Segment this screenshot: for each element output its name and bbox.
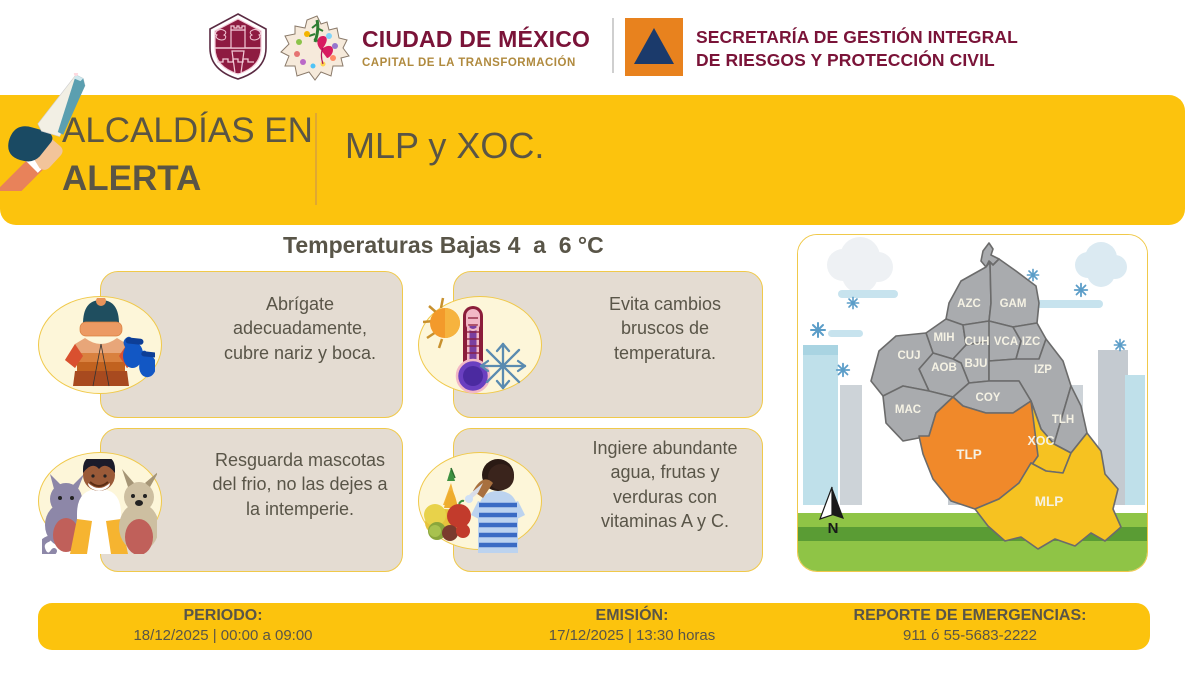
svg-text:TLP: TLP [956,447,982,462]
svg-text:IZC: IZC [1022,336,1041,348]
svg-text:MLP: MLP [1035,494,1064,509]
svg-text:CUH: CUH [965,336,990,348]
svg-text:AOB: AOB [931,362,957,374]
svg-text:CUJ: CUJ [897,350,920,362]
svg-text:VCA: VCA [994,336,1018,348]
svg-text:AZC: AZC [957,298,981,310]
svg-text:IZP: IZP [1034,364,1052,376]
svg-text:XOC: XOC [1027,434,1054,448]
svg-text:MAC: MAC [895,404,921,416]
svg-text:GAM: GAM [1000,298,1027,310]
svg-text:MIH: MIH [933,332,954,344]
svg-text:TLH: TLH [1052,414,1074,426]
svg-text:COY: COY [976,392,1001,404]
svg-text:N: N [828,520,839,537]
svg-text:BJU: BJU [964,358,987,370]
